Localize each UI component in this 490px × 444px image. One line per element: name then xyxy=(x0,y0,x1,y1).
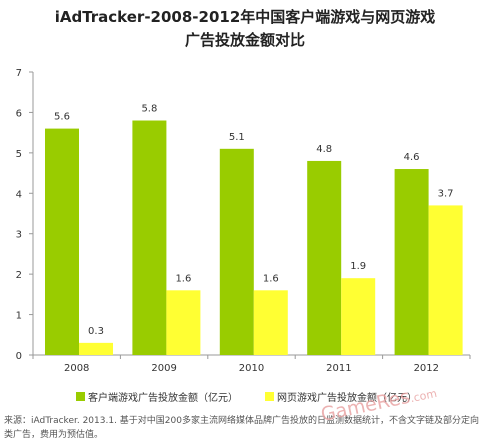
data-label: 1.6 xyxy=(263,273,279,284)
y-tick-label: 4 xyxy=(16,189,22,200)
data-label: 1.9 xyxy=(350,261,366,272)
bar-web-game xyxy=(166,290,201,355)
bar-web-game xyxy=(79,342,113,355)
y-tick-label: 6 xyxy=(16,108,22,119)
data-label: 4.8 xyxy=(316,144,332,155)
bars: 5.6 0.3 5.8 1.6 5.1 1.6 4.8 1.9 4.6 3.7 xyxy=(45,104,463,355)
data-label: 5.6 xyxy=(54,112,70,123)
y-tick-label: 3 xyxy=(16,230,22,241)
x-tick-label: 2009 xyxy=(151,363,176,374)
bar-client-game xyxy=(394,169,429,355)
x-tick-label: 2012 xyxy=(414,363,439,374)
y-tick-label: 0 xyxy=(16,351,22,362)
data-label: 1.6 xyxy=(175,273,191,284)
legend-label-client-game: 客户端游戏广告投放金额（亿元） xyxy=(88,391,238,404)
x-tick-label: 2010 xyxy=(239,363,264,374)
legend-label-web-game: 网页游戏广告投放金额（亿元） xyxy=(277,391,417,404)
chart-title-line2: 广告投放金额对比 xyxy=(185,31,305,49)
y-tick-label: 5 xyxy=(16,149,22,160)
legend-swatch-web-game xyxy=(265,392,274,401)
y-tick-label: 7 xyxy=(16,68,22,79)
bar-web-game xyxy=(341,278,376,355)
source-note: 来源：iAdTracker. 2013.1. 基于对中国200多家主流网络媒体品… xyxy=(4,416,479,440)
data-label: 5.8 xyxy=(141,104,157,115)
bar-web-game xyxy=(428,205,463,355)
bar-client-game xyxy=(132,120,167,355)
x-tick-label: 2008 xyxy=(64,363,89,374)
bar-web-game xyxy=(253,290,288,355)
data-label: 5.1 xyxy=(229,132,245,143)
bar-client-game xyxy=(219,148,254,355)
data-label: 0.3 xyxy=(88,326,104,337)
y-tick-label: 2 xyxy=(16,270,22,281)
y-tick-label: 1 xyxy=(16,311,22,322)
bar-client-game xyxy=(307,160,342,355)
bar-client-game xyxy=(45,128,79,355)
chart-title-line1: iAdTracker-2008-2012年中国客户端游戏与网页游戏 xyxy=(55,8,436,26)
legend: 客户端游戏广告投放金额（亿元） 网页游戏广告投放金额（亿元） xyxy=(76,391,417,404)
legend-swatch-client-game xyxy=(76,392,85,401)
data-label: 4.6 xyxy=(404,152,420,163)
data-label: 3.7 xyxy=(438,188,454,199)
watermark-suffix: .com xyxy=(408,386,439,406)
x-tick-label: 2011 xyxy=(326,363,351,374)
